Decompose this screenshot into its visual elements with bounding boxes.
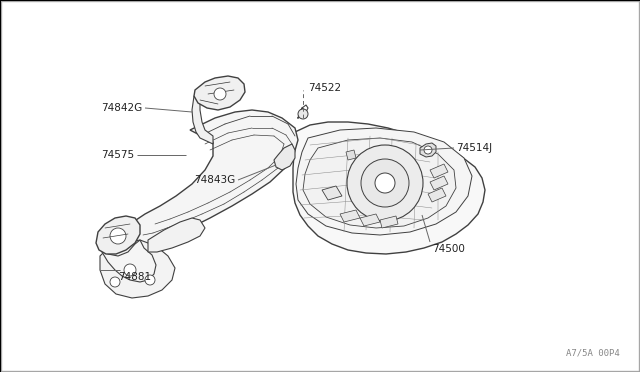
Circle shape bbox=[361, 159, 409, 207]
Text: 74514J: 74514J bbox=[456, 143, 492, 153]
Text: 74575: 74575 bbox=[101, 150, 134, 160]
Text: 74522: 74522 bbox=[308, 83, 341, 93]
Polygon shape bbox=[360, 214, 380, 226]
Text: 74881: 74881 bbox=[118, 272, 151, 282]
Polygon shape bbox=[100, 240, 175, 298]
Polygon shape bbox=[296, 128, 472, 235]
Polygon shape bbox=[340, 210, 360, 222]
Polygon shape bbox=[194, 76, 245, 110]
Circle shape bbox=[110, 228, 126, 244]
Polygon shape bbox=[96, 216, 140, 254]
Circle shape bbox=[424, 146, 432, 154]
Polygon shape bbox=[428, 188, 446, 202]
Text: A7/5A 00P4: A7/5A 00P4 bbox=[566, 349, 620, 358]
Circle shape bbox=[214, 88, 226, 100]
Polygon shape bbox=[380, 216, 398, 228]
Polygon shape bbox=[122, 110, 298, 248]
Circle shape bbox=[375, 173, 395, 193]
Polygon shape bbox=[192, 96, 213, 144]
Polygon shape bbox=[98, 240, 156, 282]
Polygon shape bbox=[430, 164, 448, 178]
Circle shape bbox=[110, 277, 120, 287]
Polygon shape bbox=[346, 150, 356, 160]
Polygon shape bbox=[322, 186, 342, 200]
Circle shape bbox=[124, 264, 136, 276]
Text: 74842G: 74842G bbox=[100, 103, 142, 113]
Polygon shape bbox=[293, 122, 485, 254]
Polygon shape bbox=[420, 143, 436, 157]
Polygon shape bbox=[148, 218, 205, 252]
Circle shape bbox=[347, 145, 423, 221]
Polygon shape bbox=[430, 176, 448, 190]
Circle shape bbox=[298, 109, 308, 119]
Text: 74500: 74500 bbox=[432, 244, 465, 254]
Circle shape bbox=[145, 275, 155, 285]
Text: 74843G: 74843G bbox=[194, 175, 235, 185]
Polygon shape bbox=[303, 138, 456, 228]
Polygon shape bbox=[274, 144, 295, 170]
